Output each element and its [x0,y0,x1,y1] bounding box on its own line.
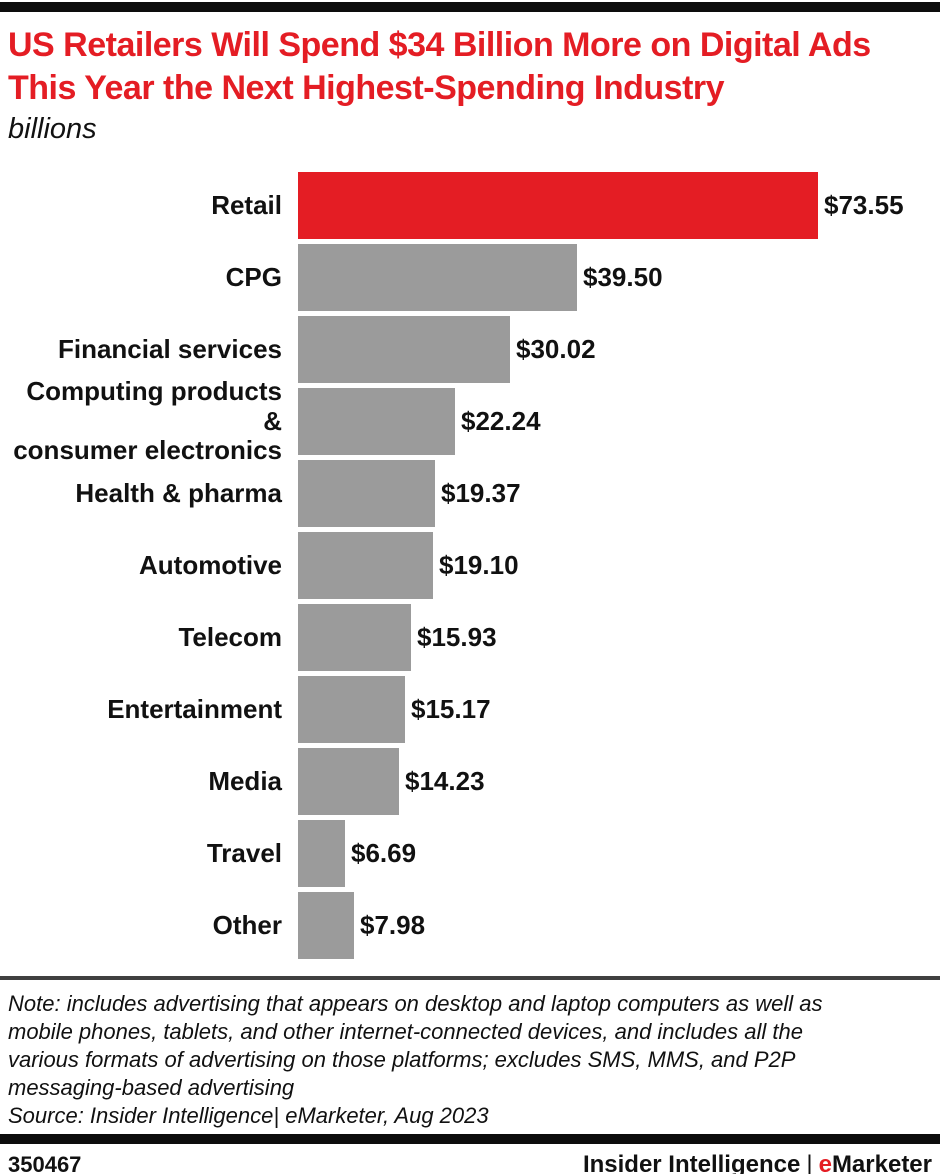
note-section: Note: includes advertising that appears … [0,976,940,1130]
value-label: $15.93 [417,622,497,652]
chart-row: Retail $73.55 [8,172,940,239]
bottom-divider [0,1134,940,1144]
bar [298,748,399,815]
bar [298,244,577,311]
chart-row: Financial services $30.02 [8,316,940,383]
bar-track: $15.93 [298,604,940,671]
category-label: Computing products & consumer electronic… [13,375,282,466]
value-label: $22.24 [461,406,541,436]
category-label: Other [212,909,282,940]
bar-track: $30.02 [298,316,940,383]
bar-track: $7.98 [298,892,940,959]
bar-track: $22.24 [298,388,940,455]
brand-text: Insider Intelligence | eMarketer [583,1151,932,1174]
category-label: Telecom [178,621,282,652]
header: US Retailers Will Spend $34 Billion More… [0,12,940,148]
category-label: Financial services [57,333,282,364]
bar [298,604,411,671]
bar-track: $6.69 [298,820,940,887]
bar [298,892,354,959]
bar [298,388,455,455]
category-label: CPG [225,261,282,292]
bar [298,316,510,383]
bar-track: $19.37 [298,460,940,527]
chart-title-line1: US Retailers Will Spend $34 Billion More… [8,26,871,64]
brand-insider-intelligence: Insider Intelligence [582,1151,801,1174]
chart-row: Other $7.98 [8,892,940,959]
bar [298,676,405,743]
value-label: $73.55 [824,190,904,220]
value-label: $14.23 [405,766,485,796]
bar-track: $15.17 [298,676,940,743]
note-text: Note: includes advertising that appears … [8,991,823,1100]
bar [298,532,433,599]
chart-row: Computing products & consumer electronic… [8,375,940,466]
bar [298,460,435,527]
value-label: $7.98 [360,910,426,940]
chart-row: CPG $39.50 [8,244,940,311]
bar-track: $14.23 [298,748,940,815]
bar-track: $39.50 [298,244,940,311]
bar-track: $19.10 [298,532,940,599]
value-label: $6.69 [351,838,417,868]
top-divider [0,2,940,12]
value-label: $15.17 [411,694,491,724]
chart-title-line2: This Year the Next Highest-Spending Indu… [8,69,725,107]
category-label: Travel [206,837,282,868]
category-label: Retail [211,189,282,220]
category-label: Health & pharma [75,477,282,508]
value-label: $39.50 [583,262,663,292]
chart-row: Travel $6.69 [8,820,940,887]
source-text: Source: Insider Intelligence| eMarketer,… [8,1103,489,1128]
chart-row: Media $14.23 [8,748,940,815]
bar [298,172,818,239]
value-label: $19.37 [441,478,521,508]
brand-emarketer-e: e [818,1151,832,1174]
bar-track: $73.55 [298,172,940,239]
brand-emarketer-rest: Marketer [831,1151,932,1174]
bar-chart: Retail $73.55 CPG $39.50 Financial servi… [0,172,940,959]
brand-separator: | [806,1151,813,1174]
chart-id: 350467 [8,1152,82,1174]
bar [298,820,345,887]
chart-row: Entertainment $15.17 [8,676,940,743]
chart-title: US Retailers Will Spend $34 Billion More… [8,24,932,110]
value-label: $30.02 [516,334,596,364]
chart-row: Health & pharma $19.37 [8,460,940,527]
category-label: Entertainment [107,693,282,724]
value-label: $19.10 [439,550,519,580]
category-label: Media [208,765,282,796]
chart-row: Automotive $19.10 [8,532,940,599]
footer: 350467 Insider Intelligence | eMarketer [0,1144,940,1174]
category-label: Automotive [139,549,282,580]
chart-subtitle: billions [8,113,97,145]
chart-row: Telecom $15.93 [8,604,940,671]
